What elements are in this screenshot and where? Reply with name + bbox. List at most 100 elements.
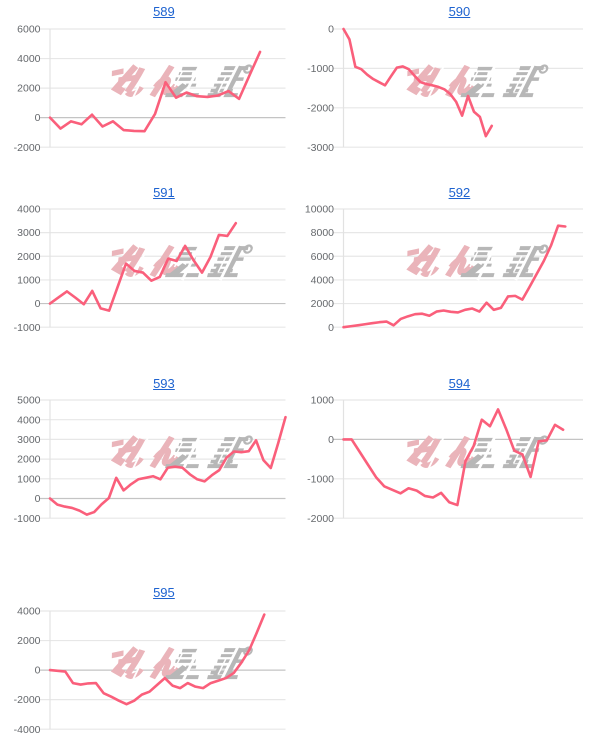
watermark-stroke — [420, 456, 440, 468]
watermark-stroke — [427, 434, 446, 470]
data-line — [342, 407, 565, 507]
watermark-stroke — [222, 245, 244, 278]
watermark-stroke — [131, 434, 151, 470]
watermark-stroke — [124, 66, 146, 94]
watermark-logo — [406, 434, 549, 472]
y-tick-label: 6000 — [17, 24, 40, 35]
watermark-stroke — [111, 68, 124, 76]
watermark-stroke — [218, 645, 240, 683]
watermark-stroke — [407, 248, 420, 257]
watermark-stroke — [124, 438, 146, 465]
watermark-stroke — [513, 256, 523, 273]
watermark-stroke — [173, 652, 184, 670]
watermark-stroke — [173, 70, 184, 87]
watermark-handakuten-circle — [243, 435, 253, 445]
chart-title-link[interactable]: 589 — [153, 3, 175, 19]
watermark-stripe — [470, 257, 492, 262]
watermark-stripe — [477, 247, 495, 251]
watermark-stroke — [420, 85, 440, 97]
y-tick-label: 0 — [35, 113, 41, 124]
watermark-stroke — [131, 645, 151, 681]
y-tick-label: 1000 — [17, 276, 40, 287]
chart-canvas-595: 4000 2000 0 -2000 -4000 — [14, 607, 286, 736]
y-tick-label: 4000 — [17, 415, 40, 426]
y-tick-label: 0 — [35, 494, 41, 505]
watermark-stroke — [518, 64, 539, 97]
data-line — [48, 415, 287, 516]
watermark-logo — [110, 645, 253, 683]
watermark-stroke — [420, 66, 441, 94]
watermark-logo — [406, 63, 549, 101]
watermark-stroke — [212, 263, 223, 275]
y-tick-label: -2000 — [14, 142, 41, 153]
y-tick-label: 5000 — [17, 395, 40, 406]
watermark-stripe — [477, 437, 495, 442]
watermark-stroke — [153, 658, 179, 678]
y-tick-label: -1000 — [14, 323, 41, 334]
watermark-stroke — [513, 75, 523, 92]
watermark-stripe — [470, 448, 492, 452]
watermark-stroke — [469, 441, 479, 459]
watermark-stroke — [222, 647, 244, 679]
y-tick-label: -1000 — [14, 514, 41, 525]
watermark-stroke — [420, 247, 441, 274]
watermark-stroke — [217, 256, 227, 273]
y-tick-label: 2000 — [17, 455, 40, 466]
watermark-stroke — [218, 244, 240, 281]
chart-canvas-591: 4000 3000 2000 1000 0 -1000 — [14, 205, 286, 334]
y-tick-label: 4000 — [311, 276, 334, 287]
chart-title-link[interactable]: 593 — [153, 375, 175, 391]
y-tick-label: 3000 — [17, 435, 40, 446]
y-tick-label: 1000 — [17, 474, 40, 485]
y-tick-label: 4000 — [17, 607, 40, 618]
chart-title-link[interactable]: 595 — [153, 585, 175, 601]
y-tick-label: -1000 — [307, 64, 334, 75]
chart-canvas-594: 1000 0 -1000 -2000 — [307, 395, 583, 525]
watermark-stroke — [131, 63, 151, 98]
y-tick-label: 2000 — [17, 636, 40, 647]
watermark-stroke — [518, 245, 539, 278]
watermark-stroke — [406, 435, 434, 467]
watermark-stripe — [175, 76, 196, 81]
y-tick-label: 8000 — [311, 229, 334, 240]
watermark-stroke — [448, 256, 474, 276]
watermark-stripe — [460, 273, 495, 278]
watermark-stroke — [407, 439, 420, 448]
watermark-stroke — [217, 446, 227, 464]
watermark-stroke — [110, 435, 139, 467]
chart-title-link[interactable]: 594 — [448, 375, 471, 391]
watermark-stripe — [175, 257, 196, 262]
watermark-handakuten-circle — [538, 63, 549, 74]
watermark-stroke — [153, 256, 179, 276]
watermark-stroke — [217, 75, 227, 92]
watermark-stroke — [469, 70, 479, 87]
watermark-stroke — [212, 454, 223, 466]
watermark-stripe — [470, 76, 492, 81]
watermark-stroke — [124, 456, 144, 468]
y-tick-label: -2000 — [307, 103, 334, 114]
chart-canvas-589: 6000 4000 2000 0 -2000 — [14, 24, 286, 153]
chart-canvas-593: 5000 4000 3000 2000 1000 0 -1000 — [14, 395, 287, 525]
watermark-stripe — [460, 92, 495, 97]
y-tick-label: 0 — [328, 435, 334, 446]
chart-title-link[interactable]: 592 — [448, 184, 471, 200]
watermark-stroke — [111, 248, 124, 257]
watermark-stroke — [217, 657, 227, 675]
watermark-stripe — [175, 659, 196, 663]
watermark-stroke — [124, 266, 144, 278]
watermark-stroke — [476, 244, 498, 281]
y-tick-label: -2000 — [307, 514, 334, 525]
watermark-stroke — [110, 63, 139, 95]
watermark-stroke — [513, 446, 523, 464]
watermark-stroke — [514, 63, 536, 101]
watermark-logo — [110, 63, 253, 101]
watermark-stripe — [181, 66, 199, 70]
chart-title-link[interactable]: 591 — [153, 184, 175, 200]
watermark-stripe — [165, 273, 200, 278]
chart-title-link[interactable]: 590 — [448, 3, 471, 19]
watermark-stroke — [514, 244, 536, 281]
y-tick-label: -1000 — [307, 474, 334, 485]
watermark-logo — [110, 244, 253, 281]
y-tick-label: 4000 — [17, 54, 40, 65]
